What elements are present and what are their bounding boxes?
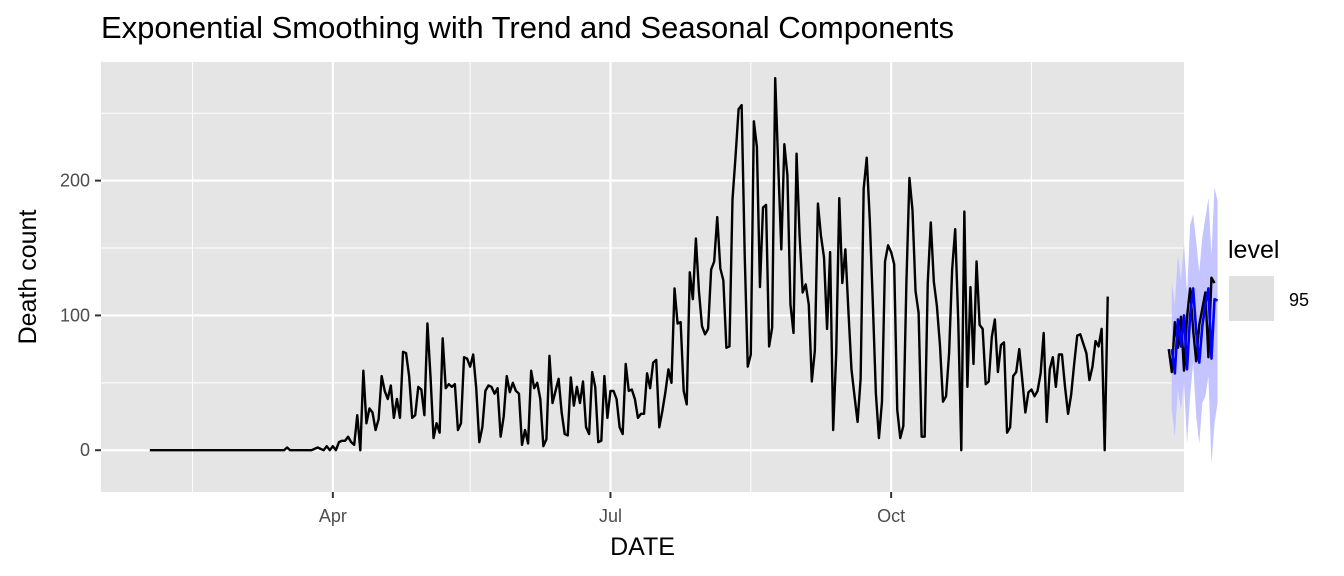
forecast-line [1170,287,1219,375]
plot-panel [101,62,1184,492]
series-layer [149,76,1219,452]
x-tick-label: Apr [319,506,347,526]
legend-label-95: 95 [1289,290,1309,310]
y-tick-label: 100 [60,305,90,325]
x-axis-title: DATE [610,533,675,561]
legend: level 95 [1228,236,1309,321]
observed-series-line-1 [149,76,1109,452]
legend-title: level [1228,236,1279,264]
y-tick-label: 0 [80,440,90,460]
y-tick-label: 200 [60,171,90,191]
chart-title: Exponential Smoothing with Trend and Sea… [101,10,955,45]
x-tick-label: Jul [599,506,622,526]
axis-ticks: 0 100 200 Apr Jul Oct [60,171,905,526]
x-tick-label: Oct [877,506,905,526]
legend-key-95 [1229,276,1274,321]
y-axis-title: Death count [14,210,42,345]
